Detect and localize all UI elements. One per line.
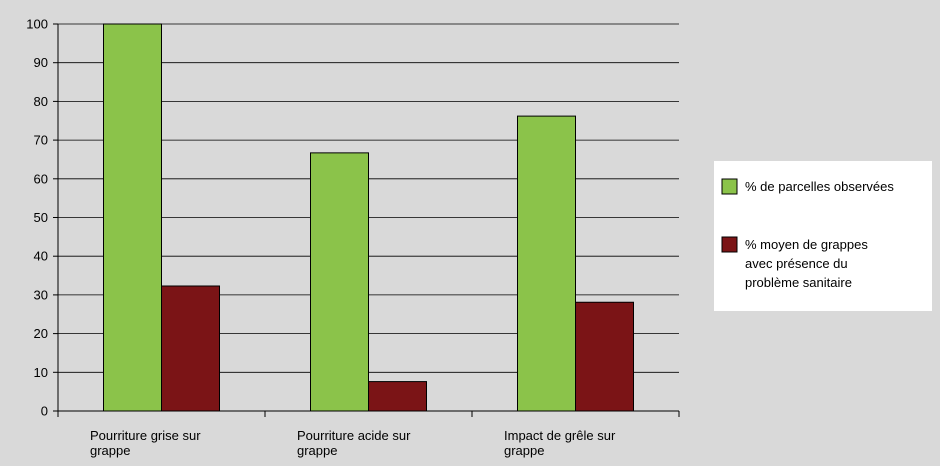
y-tick-label: 20 [34, 326, 48, 341]
bar [103, 23, 162, 412]
bar [368, 381, 427, 412]
y-tick-labels: 0 10 20 30 40 50 60 70 80 90 100 [26, 17, 48, 419]
y-tick-label: 80 [34, 94, 48, 109]
y-tick-label: 100 [26, 17, 48, 32]
category-label: Impact de grêle sur [504, 428, 616, 443]
category-label: grappe [297, 443, 337, 458]
axes [53, 23, 680, 417]
y-tick-label: 60 [34, 171, 48, 186]
category-label: Pourriture acide sur [297, 428, 411, 443]
bar [517, 115, 576, 412]
y-tick-label: 70 [34, 133, 48, 148]
category-label: grappe [90, 443, 130, 458]
y-tick-label: 90 [34, 55, 48, 70]
y-tick-label: 0 [41, 404, 48, 419]
legend-label: problème sanitaire [745, 275, 852, 290]
category-label: grappe [504, 443, 544, 458]
category-label: Pourriture grise sur [90, 428, 201, 443]
bar [310, 152, 369, 412]
y-tick-label: 10 [34, 365, 48, 380]
y-tick-label: 50 [34, 210, 48, 225]
legend-swatch [721, 178, 738, 195]
legend: % de parcelles observées % moyen de grapp… [714, 161, 932, 311]
bars [103, 23, 634, 412]
legend-label: avec présence du [745, 256, 848, 271]
legend-label: % de parcelles observées [745, 179, 894, 194]
bar [575, 301, 634, 412]
legend-swatch [721, 236, 738, 253]
legend-label: % moyen de grappes [745, 237, 868, 252]
y-tick-label: 30 [34, 287, 48, 302]
legend-box [714, 161, 932, 311]
bar [161, 285, 220, 412]
y-tick-label: 40 [34, 249, 48, 264]
